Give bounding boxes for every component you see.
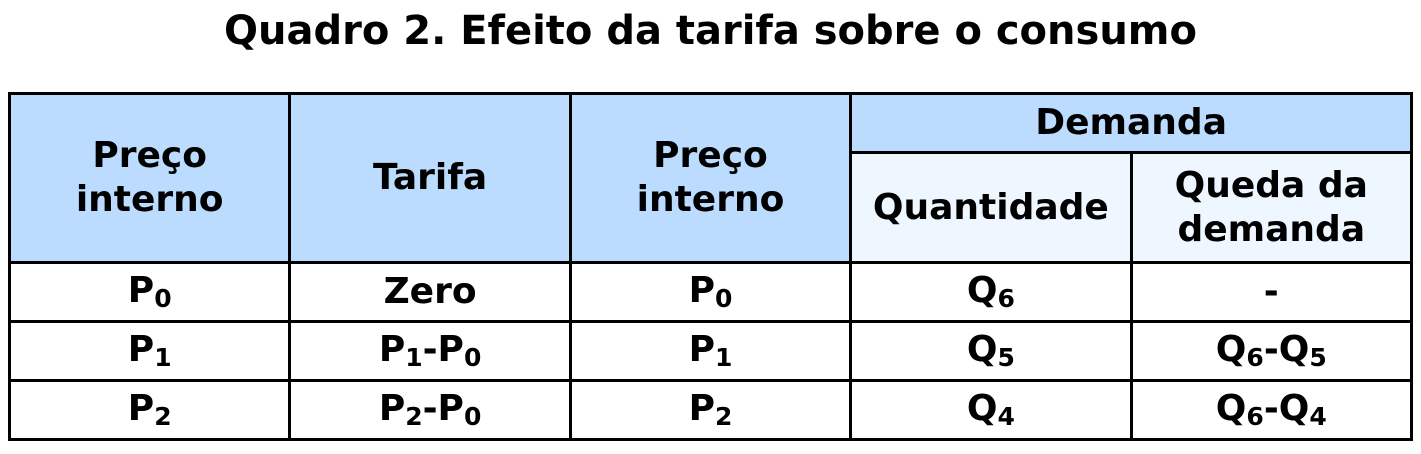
cell-text: P <box>688 328 715 370</box>
table-cell: Q6-Q4 <box>1129 379 1414 441</box>
cell-subscript: 0 <box>463 342 482 372</box>
cell-text: P <box>688 269 715 311</box>
cell-text: P <box>378 387 406 429</box>
header-preco-interno-2: Preço interno <box>568 92 853 264</box>
cell-text: Q <box>966 387 998 429</box>
table-cell: P2-P0 <box>288 379 572 441</box>
table-cell: P0 <box>7 261 292 323</box>
header-queda-demanda: Queda da demanda <box>1129 151 1414 264</box>
table-cell: Q4 <box>849 379 1133 441</box>
cell-text: -Q <box>1263 328 1310 370</box>
cell-text: P <box>127 269 155 311</box>
table-cell: P2 <box>7 379 292 441</box>
cell-subscript: 4 <box>997 401 1015 431</box>
table-row: P0 Zero P0 Q6- <box>7 261 1414 323</box>
table-cell: P1 <box>568 320 853 382</box>
cell-subscript: 2 <box>405 401 423 431</box>
cell-subscript: 5 <box>1309 342 1327 372</box>
cell-text: P <box>127 328 155 370</box>
cell-subscript: 6 <box>1246 342 1264 372</box>
cell-text: Q <box>1215 328 1247 370</box>
cell-subscript: 2 <box>714 401 733 431</box>
header-quantidade: Quantidade <box>849 151 1133 264</box>
header-demanda: Demanda <box>849 92 1413 154</box>
cell-text: P <box>378 328 406 370</box>
cell-text: Q <box>966 269 998 311</box>
cell-text: -P <box>422 328 464 370</box>
table-cell: Q5 <box>849 320 1133 382</box>
table-cell: P2 <box>568 379 853 441</box>
table-cell: Q6 <box>849 261 1133 323</box>
cell-subscript: 6 <box>997 283 1015 313</box>
table-cell: P0 <box>568 261 853 323</box>
cell-text: Q <box>1215 387 1247 429</box>
tariff-effect-table: Preço interno Tarifa Preço interno Deman… <box>7 92 1414 441</box>
table-cell: Q6-Q5 <box>1129 320 1414 382</box>
cell-subscript: 1 <box>154 342 172 372</box>
cell-subscript: 6 <box>1246 401 1264 431</box>
cell-subscript: 1 <box>714 342 733 372</box>
header-tarifa: Tarifa <box>288 92 572 264</box>
cell-text: Zero <box>383 271 477 312</box>
cell-text: Q <box>966 328 998 370</box>
cell-text: - <box>1263 271 1279 312</box>
cell-subscript: 1 <box>405 342 423 372</box>
table-cell: P1-P0 <box>288 320 572 382</box>
cell-subscript: 4 <box>1309 401 1327 431</box>
table-row: P1 P1-P0 P1 Q5 Q6-Q5 <box>7 320 1414 382</box>
cell-text: P <box>127 387 155 429</box>
table-cell: - <box>1129 261 1414 323</box>
cell-subscript: 2 <box>154 401 172 431</box>
cell-subscript: 0 <box>154 283 172 313</box>
cell-text: -P <box>422 387 464 429</box>
cell-text: P <box>688 387 715 429</box>
cell-subscript: 0 <box>463 401 482 431</box>
table-cell: P1 <box>7 320 292 382</box>
table-row: P2 P2-P0 P2 Q4 Q6-Q4 <box>7 379 1414 441</box>
cell-text: -Q <box>1263 387 1310 429</box>
table-title: Quadro 2. Efeito da tarifa sobre o consu… <box>224 8 1197 54</box>
table-cell: Zero <box>288 261 572 323</box>
header-preco-interno: Preço interno <box>7 92 292 264</box>
cell-subscript: 5 <box>997 342 1015 372</box>
cell-subscript: 0 <box>714 283 733 313</box>
